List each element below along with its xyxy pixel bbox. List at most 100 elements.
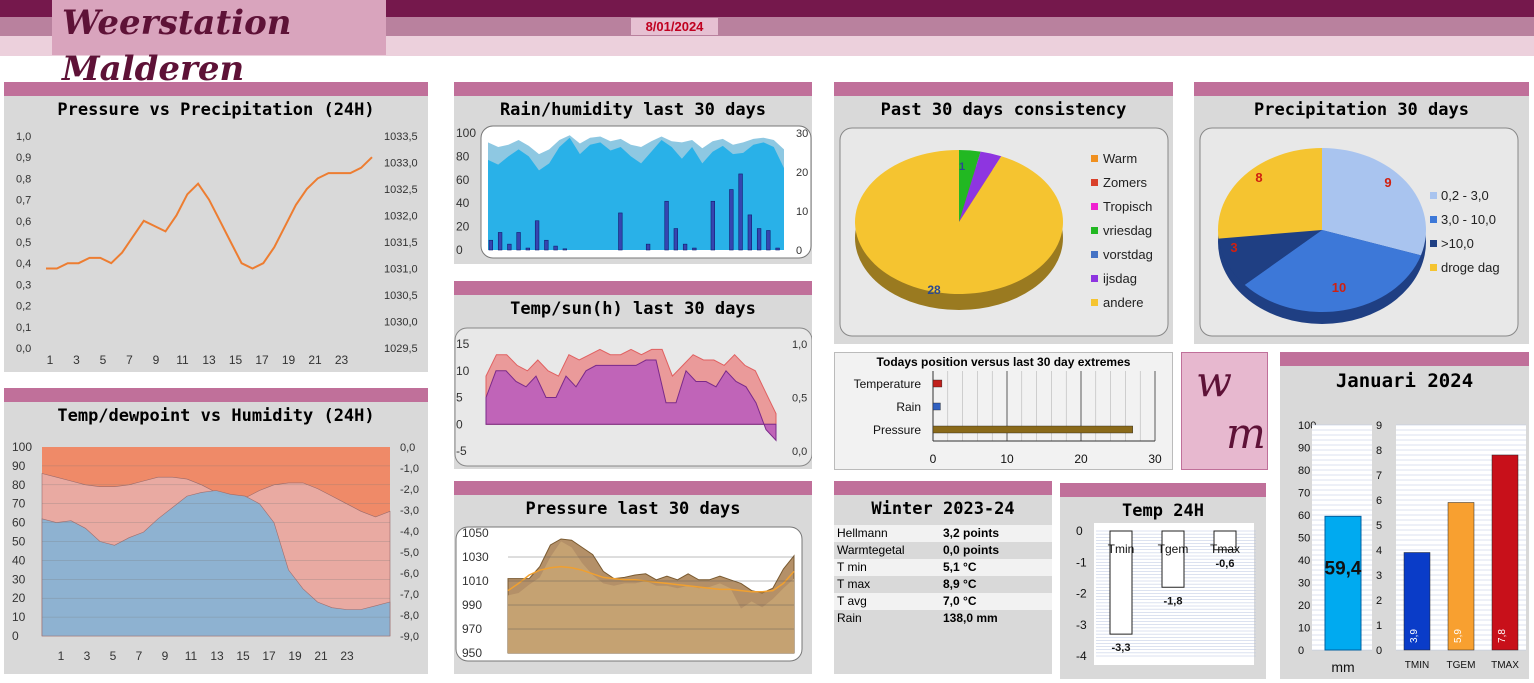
y-tick: 970: [462, 622, 482, 636]
legend-label: Tropisch: [1103, 199, 1152, 214]
winter-row: Rain 138,0 mm: [834, 610, 1052, 627]
temp-bar: [1109, 530, 1133, 635]
x-tick: 9: [153, 353, 160, 367]
y-left-tick: -5: [456, 444, 467, 458]
legend-label: andere: [1103, 295, 1143, 310]
panel-consistency: Past 30 days consistency 1 28 Warm Zomers Tr…: [834, 82, 1173, 344]
rain-bar: [618, 212, 623, 251]
x-tick: 7: [136, 649, 143, 663]
panel-title: Pressure last 30 days: [525, 499, 741, 519]
y-tick: 1050: [462, 526, 489, 540]
x-tick: 13: [210, 649, 224, 663]
y-left-tick: 40: [12, 553, 26, 567]
winter-label: T max: [837, 577, 871, 591]
rain-bar: [488, 239, 494, 251]
y-tick: -1: [1076, 555, 1087, 569]
panel-title: Temp/sun(h) last 30 days: [510, 299, 756, 319]
panel-title: Precipitation 30 days: [1254, 100, 1469, 120]
humidity-avg-area: [488, 137, 784, 250]
position-bar: [932, 425, 1134, 434]
wm-logo: w m: [1181, 352, 1268, 470]
y-right-tick: 0: [1376, 645, 1382, 657]
y-left-tick: 0,6: [16, 216, 31, 228]
temp24-chart: 0 -1 -2 -3 -4 Tmin -3,3 Tgem -1,8 Tmax -0,6: [1076, 523, 1256, 665]
y-right-tick: 1029,5: [384, 343, 418, 355]
rain-bar: [645, 243, 651, 251]
y-left-tick: 20: [456, 220, 470, 234]
position-bar: [932, 379, 943, 388]
temp-bar: [1403, 552, 1431, 651]
x-tick: 1: [47, 353, 54, 367]
value-label: -3,3: [1112, 642, 1131, 654]
rain-bar: [507, 243, 512, 251]
y-right-tick: -1,0: [400, 463, 419, 475]
winter-label: T avg: [837, 594, 867, 608]
value-label: 5,9: [1453, 629, 1464, 643]
rain-bar: [664, 200, 669, 251]
y-right-tick: 1032,0: [384, 211, 418, 223]
y-right-tick: 3: [1376, 570, 1382, 582]
y-left-tick: 60: [12, 516, 26, 530]
pie-slice: [1218, 148, 1322, 239]
x-tick: 5: [100, 353, 107, 367]
x-tick: 20: [1074, 452, 1088, 466]
y-left-tick: 10: [1298, 623, 1310, 635]
y-left-tick: 0,5: [16, 237, 31, 249]
pie-slice: [855, 150, 1063, 294]
tmin-area: [485, 359, 777, 442]
panel-temp-sun: Temp/sun(h) last 30 days 15 10 5 0 -5 1,0 0,5 0…: [454, 281, 812, 469]
logo-letter-w: w: [1196, 357, 1232, 406]
legend-swatch: [1430, 264, 1437, 271]
y-left-tick: 0,8: [16, 173, 31, 185]
consistency-chart: 1 28 Warm Zomers Tropisch vriesdag vorstdag ijs…: [839, 127, 1169, 337]
y-left-tick: 0: [12, 629, 19, 643]
y-right-tick: 5: [1376, 520, 1382, 532]
y-left-tick: 15: [456, 337, 470, 351]
site-title[interactable]: Weerstation Malderen: [52, 0, 386, 89]
legend-swatch: [1430, 192, 1437, 199]
y-tick: 1030: [462, 550, 489, 564]
legend-swatch: [1091, 299, 1098, 306]
temp-bar: [1161, 530, 1185, 588]
y-left-tick: 80: [1298, 465, 1310, 477]
y-left-tick: 0,4: [16, 258, 31, 270]
x-tick: 23: [340, 649, 354, 663]
x-tick: 11: [176, 353, 189, 367]
rain-bar: [562, 248, 568, 251]
y-left-tick: 30: [12, 572, 26, 586]
legend-swatch: [1091, 203, 1098, 210]
y-left-tick: 90: [12, 459, 26, 473]
y-tick: -2: [1076, 587, 1087, 601]
y-tick: -4: [1076, 649, 1087, 663]
category-label: Tmin: [1108, 542, 1135, 556]
y-left-tick: 70: [1298, 488, 1310, 500]
temp-sun-chart: 15 10 5 0 -5 1,0 0,5 0,0: [454, 327, 812, 467]
pie-slice: [959, 150, 981, 222]
y-right-tick: 1030,0: [384, 317, 418, 329]
rain-bar: [497, 232, 503, 251]
panel-title: Pressure vs Precipitation (24H): [57, 100, 375, 120]
y-right-tick: 30: [796, 128, 808, 140]
rain-bar: [516, 232, 521, 251]
y-right-tick: 1,0: [792, 339, 807, 351]
pie-label: 10: [1332, 280, 1346, 295]
value-label: 7,8: [1497, 629, 1508, 643]
pie-slice: [1322, 148, 1426, 256]
y-left-tick: 70: [12, 497, 26, 511]
legend-label: ijsdag: [1103, 271, 1137, 286]
y-left-tick: 0,0: [16, 343, 31, 355]
x-tick: 11: [185, 649, 198, 663]
category-label: Pressure: [873, 423, 921, 437]
rain-bar: [673, 228, 679, 251]
y-right-tick: -4,0: [400, 526, 419, 538]
rain-value: 59,4: [1325, 558, 1362, 579]
y-right-tick: 1031,0: [384, 264, 418, 276]
rain-bar: [747, 214, 753, 251]
y-left-tick: 0,9: [16, 152, 31, 164]
rain-bar: [682, 243, 688, 251]
y-right-tick: 1030,5: [384, 290, 418, 302]
panel-precip30: Precipitation 30 days 9 10 3 8 0,2 - 3,0 3,0 …: [1194, 82, 1529, 344]
legend-swatch: [1430, 216, 1437, 223]
temp-bar: [1213, 530, 1237, 551]
